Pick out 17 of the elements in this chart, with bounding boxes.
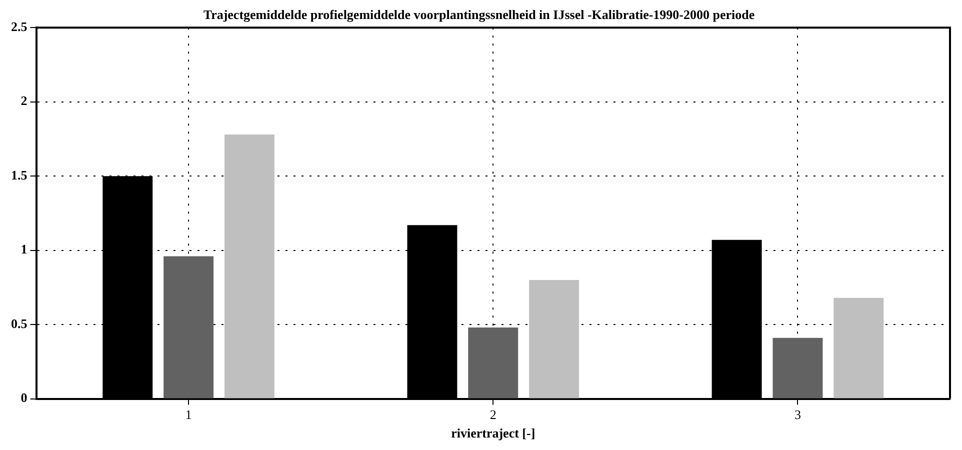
bar bbox=[164, 256, 214, 398]
y-tick-label: 2.5 bbox=[11, 18, 28, 34]
x-tick-label: 1 bbox=[185, 407, 192, 422]
bar bbox=[224, 134, 274, 398]
y-tick-label: 1.5 bbox=[11, 167, 28, 182]
x-tick-label: 2 bbox=[490, 407, 496, 422]
bar bbox=[834, 298, 884, 398]
bar bbox=[468, 328, 518, 398]
chart-title: Trajectgemiddelde profielgemiddelde voorplantingssnelheid in IJssel -Kalibratie-1990-2000 periode bbox=[203, 7, 755, 22]
y-tick-label: 0.5 bbox=[11, 316, 28, 331]
bar bbox=[529, 280, 580, 398]
x-tick-label: 3 bbox=[794, 407, 801, 422]
x-axis-title: riviertraject [-] bbox=[451, 426, 536, 441]
y-tick-label: 0 bbox=[20, 390, 28, 406]
y-tick-label: 2 bbox=[20, 93, 28, 108]
bar bbox=[772, 338, 823, 398]
y-tick-label: 1 bbox=[20, 242, 28, 257]
